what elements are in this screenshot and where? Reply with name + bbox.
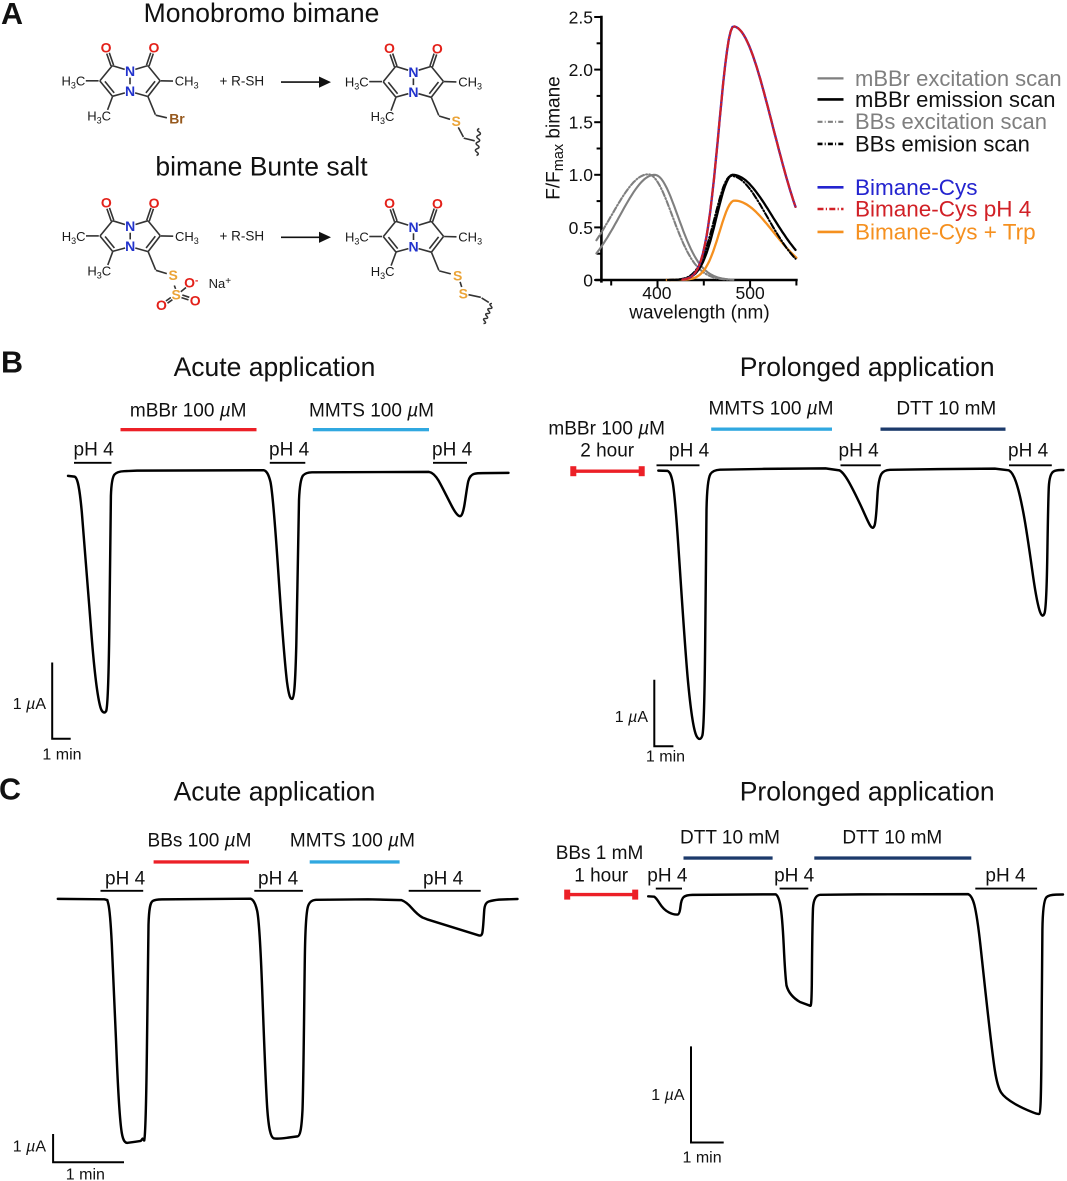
svg-text:pH 4: pH 4: [432, 440, 473, 461]
svg-text:O: O: [190, 293, 201, 309]
svg-text:mBBr 100 µM: mBBr 100 µM: [130, 401, 247, 422]
svg-text:+ R-SH: + R-SH: [220, 73, 265, 88]
svg-text:C: C: [0, 773, 21, 807]
svg-text:1 min: 1 min: [683, 1150, 722, 1167]
svg-text:B: B: [1, 345, 23, 379]
svg-text:Bimane-Cys: Bimane-Cys: [855, 175, 978, 200]
svg-text:1.0: 1.0: [569, 165, 594, 185]
svg-text:O: O: [156, 297, 167, 313]
svg-text:pH 4: pH 4: [985, 866, 1026, 887]
svg-text:MMTS 100 µM: MMTS 100 µM: [309, 401, 434, 422]
svg-text:MMTS 100 µM: MMTS 100 µM: [290, 831, 415, 852]
svg-text:DTT 10 mM: DTT 10 mM: [842, 827, 942, 848]
svg-text:1 min: 1 min: [42, 746, 81, 763]
svg-text:2.0: 2.0: [569, 60, 594, 80]
svg-text:mBBr emission scan: mBBr emission scan: [855, 87, 1056, 112]
svg-text:S: S: [453, 267, 462, 283]
svg-text:Br: Br: [169, 110, 185, 126]
svg-text:1 µA: 1 µA: [13, 1139, 47, 1156]
svg-text:2 hour: 2 hour: [580, 441, 635, 462]
svg-text:1 µA: 1 µA: [615, 709, 649, 726]
svg-text:pH 4: pH 4: [105, 868, 146, 889]
svg-text:Bimane-Cys pH 4: Bimane-Cys pH 4: [855, 197, 1031, 222]
svg-text:400: 400: [642, 283, 671, 303]
svg-text:1 min: 1 min: [66, 1167, 105, 1181]
svg-text:DTT 10 mM: DTT 10 mM: [680, 827, 780, 848]
svg-text:S: S: [452, 113, 461, 129]
svg-text:0.5: 0.5: [569, 218, 593, 238]
svg-text:pH 4: pH 4: [774, 866, 815, 887]
svg-text:pH 4: pH 4: [258, 868, 299, 889]
svg-text:pH 4: pH 4: [74, 440, 115, 461]
svg-text:mBBr excitation scan: mBBr excitation scan: [855, 66, 1062, 91]
svg-text:O-: O-: [184, 275, 198, 291]
svg-text:A: A: [1, 0, 23, 31]
svg-text:S: S: [172, 287, 181, 303]
svg-text:1 min: 1 min: [646, 749, 685, 766]
svg-text:1 hour: 1 hour: [574, 866, 629, 887]
svg-text:MMTS 100 µM: MMTS 100 µM: [709, 398, 834, 419]
svg-text:F/Fmax bimane: F/Fmax bimane: [544, 76, 567, 200]
svg-text:Na+: Na+: [209, 276, 232, 291]
svg-text:BBs 100 µM: BBs 100 µM: [148, 831, 252, 852]
svg-text:DTT 10 mM: DTT 10 mM: [896, 398, 996, 419]
svg-text:pH 4: pH 4: [647, 866, 688, 887]
svg-text:pH 4: pH 4: [669, 441, 710, 462]
svg-text:Acute application: Acute application: [174, 777, 376, 807]
svg-text:pH 4: pH 4: [423, 868, 464, 889]
svg-text:1 µA: 1 µA: [13, 696, 47, 713]
svg-text:2.5: 2.5: [569, 7, 593, 27]
svg-text:Bimane-Cys + Trp: Bimane-Cys + Trp: [855, 219, 1036, 244]
svg-text:Monobromo bimane: Monobromo bimane: [144, 0, 380, 28]
svg-text:BBs excitation scan: BBs excitation scan: [855, 109, 1047, 134]
svg-text:pH 4: pH 4: [269, 440, 310, 461]
svg-text:bimane Bunte salt: bimane Bunte salt: [155, 152, 368, 182]
svg-text:BBs 1 mM: BBs 1 mM: [556, 843, 644, 864]
svg-text:pH 4: pH 4: [1008, 441, 1049, 462]
svg-text:Prolonged application: Prolonged application: [740, 352, 995, 382]
svg-text:1.5: 1.5: [569, 113, 593, 133]
svg-text:1 µA: 1 µA: [651, 1087, 685, 1104]
svg-text:500: 500: [735, 283, 764, 303]
svg-text:S: S: [459, 285, 468, 301]
svg-text:0: 0: [583, 270, 593, 290]
svg-text:Prolonged application: Prolonged application: [740, 777, 995, 807]
svg-text:Acute application: Acute application: [174, 352, 376, 382]
svg-text:pH 4: pH 4: [839, 441, 880, 462]
svg-text:wavelength (nm): wavelength (nm): [628, 303, 769, 324]
svg-text:mBBr 100 µM: mBBr 100 µM: [548, 418, 665, 439]
svg-text:+ R-SH: + R-SH: [220, 229, 265, 244]
svg-text:S: S: [169, 267, 178, 283]
svg-text:BBs emision scan: BBs emision scan: [855, 131, 1030, 156]
